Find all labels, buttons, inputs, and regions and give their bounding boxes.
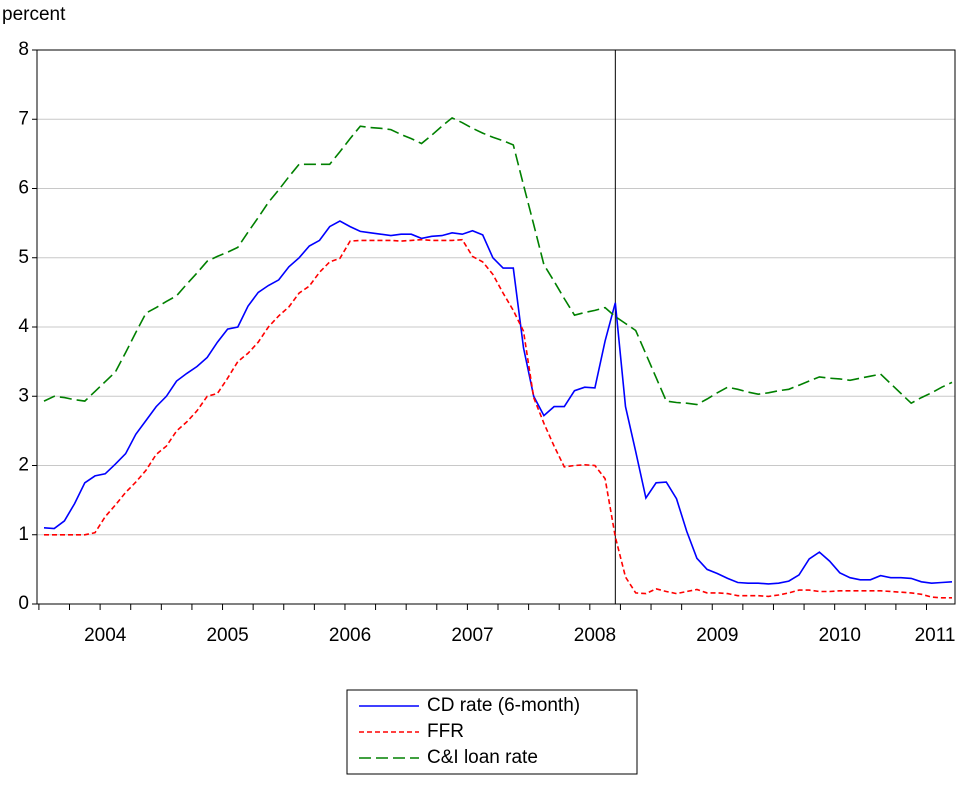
- legend-label: C&I loan rate: [427, 747, 538, 768]
- x-tick-label: 2011: [915, 625, 956, 646]
- x-tick-label: 2004: [84, 625, 127, 646]
- legend-label: FFR: [427, 721, 464, 742]
- y-tick-label: 7: [18, 108, 29, 129]
- y-tick-label: 2: [18, 455, 29, 476]
- y-tick-label: 5: [18, 247, 29, 268]
- series-line: [44, 238, 952, 599]
- y-tick-label: 8: [18, 39, 29, 60]
- y-tick-label: 6: [18, 178, 29, 199]
- y-axis-label: percent: [2, 4, 66, 25]
- x-tick-label: 2006: [329, 625, 371, 646]
- x-tick-label: 2007: [451, 625, 493, 646]
- x-tick-label: 2005: [206, 625, 248, 646]
- plot-frame: [36, 49, 956, 605]
- y-tick-label: 0: [18, 593, 29, 614]
- x-tick-label: 2008: [574, 625, 616, 646]
- y-tick-label: 3: [18, 385, 29, 406]
- series-line: [43, 116, 953, 406]
- x-tick-label: 2010: [819, 625, 861, 646]
- x-tick-label: 2009: [696, 625, 738, 646]
- series-line: [43, 220, 953, 585]
- legend-label: CD rate (6-month): [427, 695, 580, 716]
- y-tick-label: 1: [18, 524, 29, 545]
- y-tick-label: 4: [18, 316, 29, 337]
